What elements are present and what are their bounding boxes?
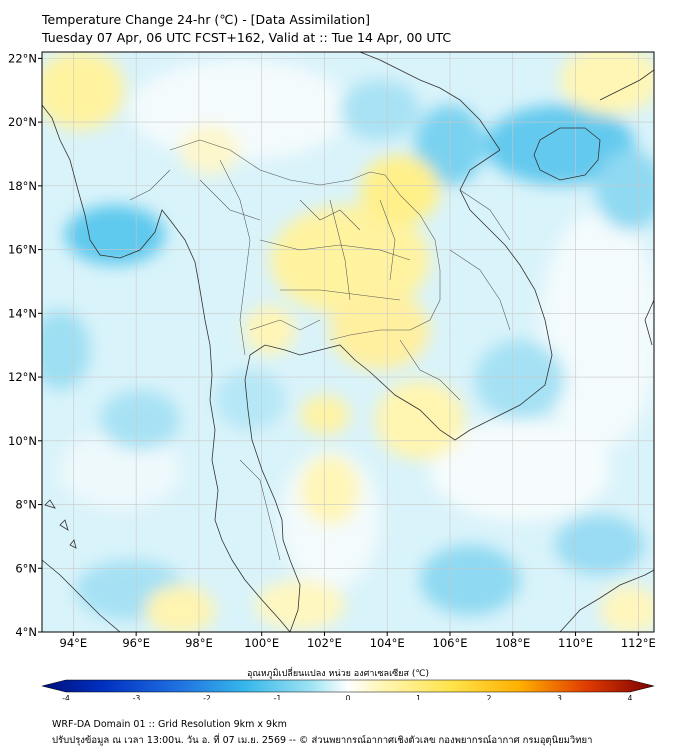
map-title: Temperature Change 24-hr (℃) - [Data Ass… (42, 12, 371, 27)
x-tick-label: 100°E (244, 636, 279, 650)
y-axis: 22°N 20°N 18°N 16°N 14°N 12°N 10°N 8°N 6°N 4°N (8, 51, 42, 639)
footer-credit: ปรับปรุงข้อมูล ณ เวลา 13:00น. วัน อ. ที่… (52, 735, 593, 746)
colorbar-tick-label: -1 (274, 694, 282, 700)
colorbar-tick-label: 4 (628, 694, 633, 700)
x-tick-label: 110°E (558, 636, 593, 650)
y-tick-label: 22°N (8, 51, 37, 65)
x-tick-label: 94°E (60, 636, 88, 650)
colorbar: -4 -3 -2 -1 0 1 2 3 4 (41, 679, 655, 700)
x-tick-label: 104°E (370, 636, 405, 650)
map-frame (41, 51, 655, 633)
map-subtitle: Tuesday 07 Apr, 06 UTC FCST+162, Valid a… (42, 30, 452, 45)
temperature-field (42, 52, 654, 632)
temperature-change-map: 94°E 96°E 98°E 100°E 102°E 104°E 106°E 108°E 110… (8, 51, 656, 700)
y-tick-label: 6°N (15, 561, 37, 575)
colorbar-tick-label: -3 (133, 694, 141, 700)
colorbar-tick-label: 3 (557, 694, 562, 700)
y-tick-label: 4°N (15, 625, 37, 639)
y-tick-label: 16°N (8, 243, 37, 257)
x-tick-label: 102°E (307, 636, 342, 650)
x-tick-label: 106°E (433, 636, 468, 650)
y-tick-label: 10°N (8, 434, 37, 448)
colorbar-tick-label: 0 (346, 694, 351, 700)
x-tick-label: 96°E (122, 636, 150, 650)
coastlines (42, 52, 654, 632)
colorbar-tick-label: -2 (203, 694, 211, 700)
y-tick-label: 18°N (8, 179, 37, 193)
province-borders (129, 139, 511, 561)
grid-lines (42, 52, 654, 633)
colorbar-label: อุณหภูมิเปลี่ยนแปลง หน่วย องศาเซลเซียส (… (246, 669, 430, 679)
y-tick-label: 14°N (8, 306, 37, 320)
y-tick-label: 12°N (8, 370, 37, 384)
colorbar-tick-label: -4 (62, 694, 70, 700)
y-tick-label: 20°N (8, 115, 37, 129)
x-axis: 94°E 96°E 98°E 100°E 102°E 104°E 106°E 108°E 110… (60, 632, 656, 650)
y-tick-label: 8°N (15, 498, 37, 512)
footer-model-info: WRF-DA Domain 01 :: Grid Resolution 9km … (52, 719, 287, 730)
colorbar-tick-label: 2 (487, 694, 492, 700)
x-tick-label: 108°E (495, 636, 530, 650)
x-tick-label: 98°E (185, 636, 213, 650)
colorbar-tick-label: 1 (416, 694, 421, 700)
x-tick-label: 112°E (621, 636, 656, 650)
